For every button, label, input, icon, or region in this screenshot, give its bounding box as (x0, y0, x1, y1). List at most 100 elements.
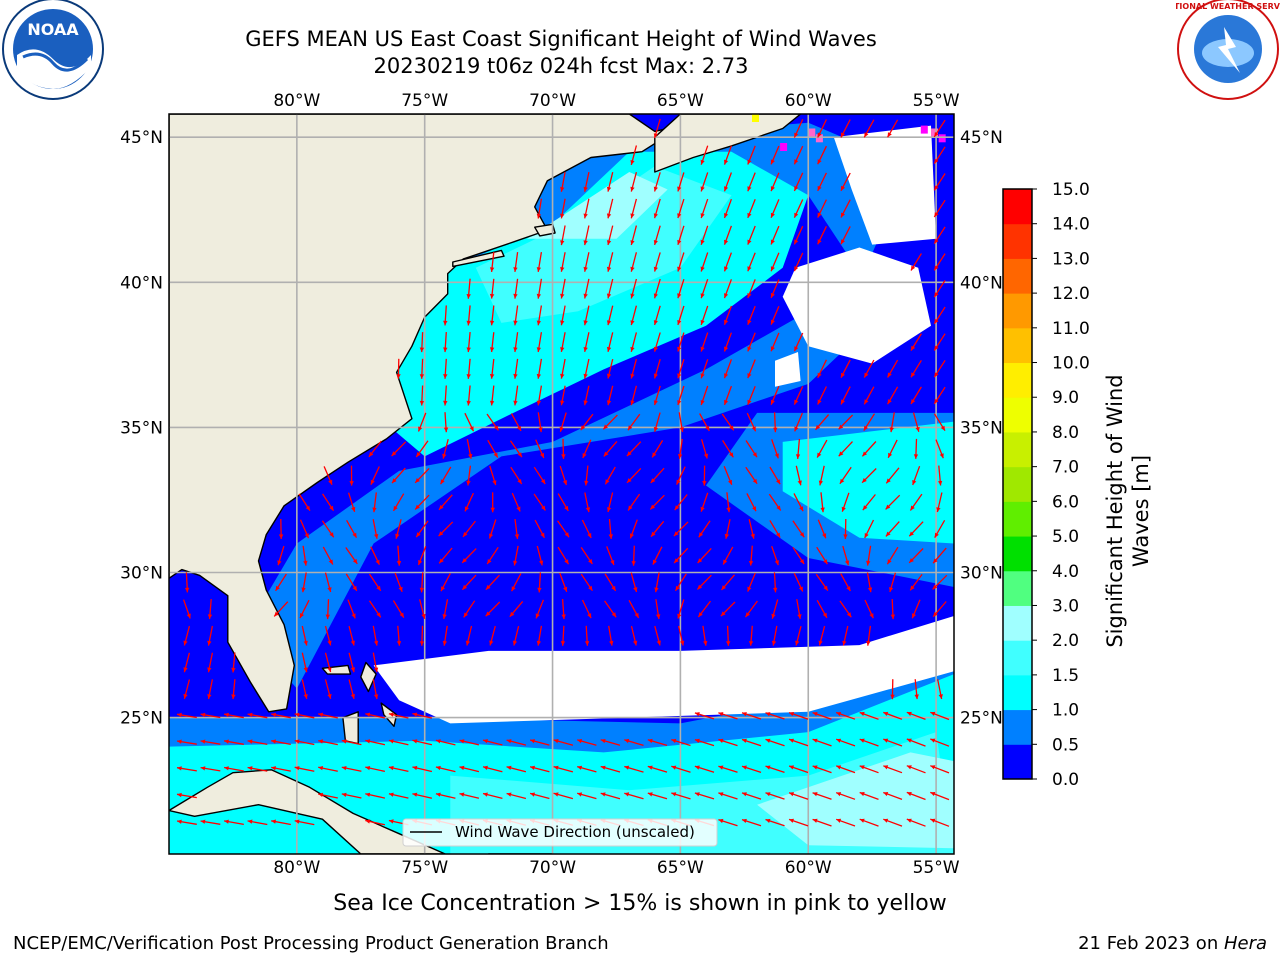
footer-date-text: 21 Feb 2023 on (1078, 933, 1224, 954)
land-north-america (169, 114, 704, 713)
wave-direction-arrowhead (700, 159, 705, 165)
wave-direction-arrowhead (463, 612, 468, 618)
wave-direction-arrowhead (936, 507, 941, 512)
wave-direction-arrowhead (770, 292, 775, 298)
wave-direction-arrowhead (464, 506, 469, 512)
wave-direction-arrowhead (934, 292, 939, 298)
colorbar-segment (1003, 744, 1032, 780)
lon-tick-bottom: 55°W (913, 858, 960, 878)
wave-direction-arrowhead (841, 132, 845, 138)
wave-bin-1.5-2.0 (475, 166, 732, 323)
wave-direction-arrowhead (300, 613, 304, 618)
wave-direction-arrowhead (823, 559, 828, 565)
wave-direction-arrowhead (859, 711, 865, 716)
wave-direction-arrowhead (351, 613, 356, 619)
wave-direction-arrowhead (278, 534, 284, 539)
wave-direction-arrowhead (934, 132, 939, 137)
wave-direction-arrowhead (600, 765, 606, 770)
wave-direction-arrowhead (630, 160, 635, 165)
wave-direction-arrowhead (718, 712, 724, 717)
wave-direction-arrowhead (718, 765, 724, 770)
wave-direction-arrowhead (393, 505, 398, 511)
wave-direction-arrowhead (438, 531, 444, 537)
wave-direction-arrowhead (747, 373, 752, 379)
wave-direction-arrowhead (724, 346, 729, 352)
wave-direction-arrowhead (680, 640, 685, 646)
wave-direction-arrowhead (939, 453, 944, 459)
wave-direction-arrowhead (352, 532, 357, 538)
wave-direction-arrowhead (771, 640, 777, 646)
wave-direction-arrowhead (513, 560, 518, 566)
wave-direction-arrowhead (630, 186, 635, 192)
wave-direction-arrowhead (910, 585, 915, 591)
colorbar-segment (1003, 327, 1032, 364)
wave-direction-arrowhead (700, 506, 705, 512)
wave-direction-arrowhead (812, 712, 818, 717)
wave-direction-arrowhead (846, 586, 851, 592)
wave-direction-arrowhead (846, 612, 852, 618)
axis-tick-labels: 80°W 80°W 75°W 75°W 70°W 70°W 65°W 65°W 60°W 60°W… (120, 91, 1003, 878)
wave-direction-arrowhead (789, 818, 794, 823)
wave-direction-arrowhead (647, 792, 653, 797)
wave-direction-arrowhead (653, 373, 658, 379)
wave-direction-arrowhead (765, 738, 771, 743)
wave-direction-arrowhead (465, 640, 471, 646)
lat-tick-left: 40°N (120, 273, 163, 293)
colorbar-tick-label: 13.0 (1052, 249, 1090, 269)
wave-direction-arrowhead (301, 587, 306, 593)
wave-direction-arrowhead (650, 478, 656, 483)
wave-direction-arrowhead (914, 694, 919, 700)
wave-direction-arrowhead (817, 159, 822, 165)
wave-direction-arrowhead (747, 586, 752, 592)
wave-direction-arrowhead (906, 765, 912, 770)
wave-direction-arrowhead (770, 266, 775, 272)
wave-direction-arrowhead (247, 819, 253, 824)
wave-direction-arrowhead (789, 765, 794, 770)
wave-direction-arrowhead (817, 185, 822, 191)
wave-direction-arrowhead (396, 641, 402, 646)
wave-direction-arrowhead (653, 400, 658, 406)
wave-direction-arrowhead (930, 711, 936, 716)
wave-direction-arrowhead (912, 613, 916, 619)
wave-direction-arrowhead (372, 507, 377, 513)
wave-direction-arrowhead (647, 738, 653, 744)
wave-direction-arrowhead (466, 400, 471, 406)
wave-direction-arrowhead (789, 712, 794, 717)
wave-direction-arrowhead (416, 532, 421, 538)
wave-bin-2.0-3.0-south (757, 752, 954, 849)
colorbar-segment (1003, 709, 1032, 745)
wave-direction-arrowhead (466, 294, 471, 299)
wave-direction-arrowhead (721, 585, 726, 590)
colorbar-tick-label: 1.0 (1052, 701, 1079, 721)
wave-direction-arrowhead (606, 373, 612, 379)
wave-direction-arrowhead (653, 346, 658, 352)
wave-direction-arrowhead (439, 504, 444, 510)
wave-direction-arrowhead (938, 694, 943, 699)
wave-direction-arrowhead (630, 400, 635, 406)
wave-direction-arrowhead (633, 587, 638, 592)
wave-direction-arrowhead (887, 132, 892, 138)
wave-direction-arrowhead (770, 399, 775, 405)
sea-ice-cell-0 (808, 128, 816, 137)
wave-direction-arrowhead (940, 425, 945, 431)
wave-direction-arrowhead (671, 765, 677, 770)
wave-direction-arrowhead (817, 239, 822, 245)
lat-tick-right: 45°N (960, 128, 1003, 148)
wave-direction-arrowhead (705, 425, 710, 431)
wave-direction-arrowhead (442, 614, 447, 619)
colorbar: 0.0 0.5 1.0 1.5 2.0 3.0 4.0 5.0 6.0 7.0 8.0 9.0 10.0… (1002, 180, 1090, 790)
wave-direction-arrowhead (718, 818, 724, 824)
map-legend: Wind Wave Direction (unscaled) (402, 818, 718, 847)
wave-bin-1.0-1.5-east (782, 421, 954, 544)
wave-direction-arrowhead (583, 293, 588, 299)
wave-direction-arrowhead (836, 738, 842, 743)
wave-direction-arrowhead (247, 766, 253, 771)
wave-direction-arrowhead (560, 186, 565, 192)
wave-direction-arrowhead (845, 560, 850, 566)
wave-direction-arrowhead (375, 559, 380, 565)
wave-direction-arrowhead (836, 792, 842, 797)
wave-direction-arrowhead (933, 611, 938, 617)
footer-date: 21 Feb 2023 on Hera (1078, 933, 1267, 954)
wave-direction-arrowhead (774, 560, 779, 566)
wave-direction-arrowhead (418, 560, 423, 565)
